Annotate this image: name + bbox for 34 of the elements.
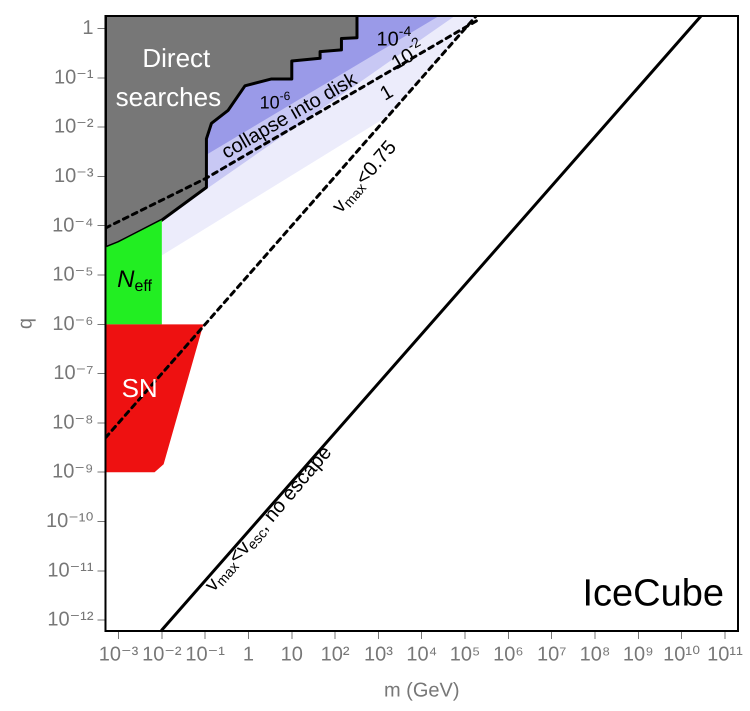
y-tick-label: 10⁻⁸	[52, 411, 94, 434]
y-tick-label: 10⁻³	[54, 164, 94, 187]
annotation: SN	[122, 373, 158, 404]
x-tick-label: 10	[280, 644, 303, 666]
x-tick-label: 10⁻²	[142, 644, 182, 666]
x-tick-label: 10³	[364, 644, 394, 666]
y-tick-label: 10⁻⁵	[52, 264, 94, 286]
y-tick-label: 10⁻¹⁰	[46, 510, 94, 532]
x-tick-label: 10¹¹	[707, 644, 744, 666]
x-tick-label: 10⁶	[493, 644, 524, 666]
y-tick-label: 10⁻⁴	[52, 214, 94, 236]
y-tick-label: 1	[82, 17, 94, 40]
y-tick-label: 10⁻²	[54, 116, 94, 138]
x-tick-label: 10⁸	[580, 644, 610, 666]
y-axis-title: q	[14, 318, 37, 330]
x-tick-label: 10⁷	[536, 644, 566, 666]
x-axis-title: m (GeV)	[384, 680, 460, 702]
y-tick-label: 10⁻⁹	[52, 460, 94, 483]
y-tick-label: 10⁻⁶	[52, 312, 94, 335]
y-tick-label: 10⁻¹²	[47, 608, 94, 631]
x-tick-label: 10⁴	[406, 644, 438, 666]
y-tick-label: 10⁻¹¹	[47, 559, 94, 582]
x-tick-label: 10¹⁰	[663, 644, 700, 666]
annotation: IceCube	[582, 572, 724, 614]
annotation: Direct searches	[116, 42, 222, 112]
y-tick-label: 10⁻⁷	[53, 362, 94, 384]
x-tick-label: 1	[242, 644, 254, 666]
x-tick-label: 10⁵	[450, 644, 480, 666]
x-tick-label: 10⁻³	[98, 644, 139, 666]
x-tick-label: 10²	[320, 644, 350, 666]
y-tick-label: 10⁻¹	[54, 66, 94, 88]
annotation: 1	[376, 80, 398, 106]
x-tick-label: 10⁹	[622, 644, 654, 666]
x-tick-label: 10⁻¹	[185, 644, 226, 666]
